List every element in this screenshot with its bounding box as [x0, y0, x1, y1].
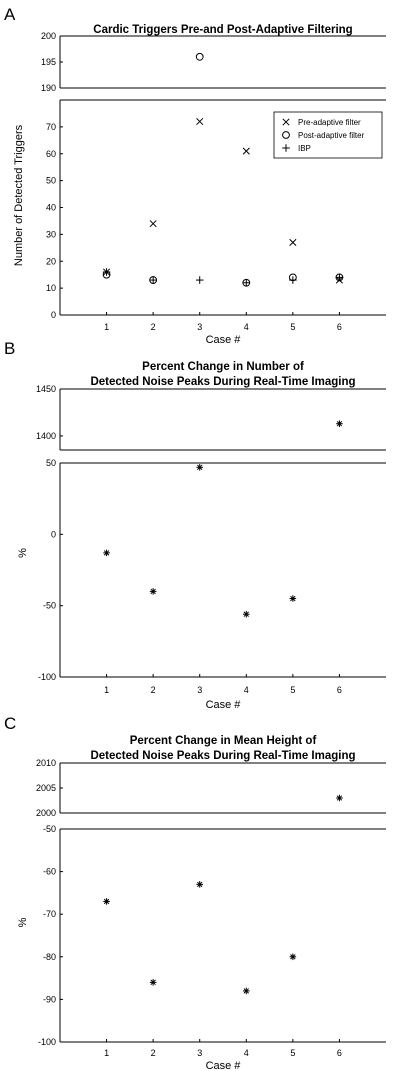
chart-title-line2: Detected Noise Peaks During Real-Time Im… — [90, 376, 355, 388]
x-tick-label: 6 — [337, 322, 342, 332]
chart-panel-a: A Cardic Triggers Pre-and Post-Adaptive F… — [4, 5, 386, 346]
data-point — [289, 953, 297, 961]
upper-y-tick-label: 190 — [41, 83, 56, 93]
upper-y-tick-label: 1450 — [36, 384, 56, 394]
x-axis-label: Case # — [206, 334, 242, 346]
series-2 — [102, 268, 344, 287]
legend-entry: Pre-adaptive filter — [298, 118, 361, 127]
legend-box — [273, 111, 383, 159]
lower-y-tick-label: -50 — [43, 601, 56, 611]
data-point — [196, 117, 204, 126]
data-point — [102, 268, 111, 276]
upper-y-tick-label: 200 — [41, 31, 56, 41]
data-point — [336, 794, 343, 802]
data-point — [196, 881, 204, 888]
legend-entry: IBP — [298, 144, 311, 153]
chart-title: Cardic Triggers Pre-and Post-Adaptive Fi… — [93, 24, 352, 36]
series-0 — [103, 420, 343, 618]
chart-title-line2: Detected Noise Peaks During Real-Time Im… — [90, 750, 355, 762]
y-axis-label: % — [17, 548, 29, 558]
upper-y-tick-label: 2000 — [36, 808, 56, 818]
lower-y-tick-label: 0 — [51, 310, 56, 320]
x-tick-label: 4 — [244, 685, 249, 695]
x-tick-label: 4 — [244, 322, 249, 332]
data-point — [195, 276, 204, 284]
lower-y-tick-label: -70 — [43, 909, 56, 919]
lower-y-tick-label: -100 — [38, 672, 56, 682]
lower-y-tick-label: 20 — [46, 256, 56, 266]
lower-y-tick-label: 70 — [46, 122, 56, 132]
data-point — [103, 549, 110, 557]
upper-y-tick-label: 2005 — [36, 783, 56, 793]
upper-y-tick-label: 2010 — [36, 758, 56, 768]
lower-y-tick-label: -100 — [38, 1037, 56, 1047]
lower-y-tick-label: 0 — [51, 529, 56, 539]
chart-title: Percent Change in Number of — [142, 361, 304, 373]
x-tick-label: 1 — [104, 322, 109, 332]
upper-y-tick-label: 1400 — [36, 431, 56, 441]
legend-marker — [282, 118, 290, 126]
lower-y-tick-label: 50 — [46, 458, 56, 468]
data-point — [242, 987, 250, 995]
x-axis-label: Case # — [206, 699, 242, 711]
x-tick-label: 5 — [290, 1048, 295, 1058]
panel-letter: B — [4, 339, 15, 358]
data-point — [335, 273, 344, 282]
x-tick-label: 6 — [337, 685, 342, 695]
x-tick-label: 1 — [104, 1048, 109, 1058]
data-point — [149, 276, 157, 284]
x-axis-label: Case # — [206, 1060, 242, 1071]
legend-marker — [282, 144, 290, 152]
data-point — [289, 238, 297, 246]
lower-y-tick-label: 50 — [46, 176, 56, 186]
data-point — [336, 420, 343, 428]
x-tick-label: 2 — [151, 1048, 156, 1058]
data-point — [289, 595, 297, 602]
legend: Pre-adaptive filter Post-adaptive filter I… — [273, 111, 383, 159]
lower-y-tick-label: -50 — [43, 824, 56, 834]
x-tick-label: 2 — [151, 685, 156, 695]
chart-panel-c: C Percent Change in Mean Height of Detecte… — [4, 714, 386, 1071]
x-tick-label: 1 — [104, 685, 109, 695]
y-axis-label: % — [17, 917, 29, 927]
lower-y-tick-label: 60 — [46, 149, 56, 159]
lower-y-tick-label: 40 — [46, 203, 56, 213]
data-point — [242, 610, 250, 618]
data-point — [242, 147, 250, 155]
data-point — [103, 898, 110, 905]
upper-y-tick-label: 195 — [41, 57, 56, 67]
chart-title: Percent Change in Mean Height of — [130, 735, 317, 747]
lower-y-tick-label: -80 — [43, 952, 56, 962]
lower-y-tick-label: 10 — [46, 283, 56, 293]
data-point — [149, 588, 157, 595]
lower-y-tick-label: -90 — [43, 994, 56, 1004]
x-tick-label: 6 — [337, 1048, 342, 1058]
x-tick-label: 4 — [244, 1048, 249, 1058]
y-axis-label: Number of Detected Triggers — [13, 124, 25, 266]
x-tick-label: 5 — [290, 685, 295, 695]
x-tick-label: 5 — [290, 322, 295, 332]
data-point — [196, 463, 204, 471]
data-point — [149, 979, 157, 986]
x-tick-label: 3 — [197, 322, 202, 332]
data-point — [289, 276, 297, 284]
data-point — [242, 278, 251, 287]
legend-entry: Post-adaptive filter — [298, 131, 365, 140]
lower-y-tick-label: 30 — [46, 229, 56, 239]
series-0 — [103, 794, 343, 995]
lower-y-tick-label: -60 — [43, 867, 56, 877]
x-tick-label: 2 — [151, 322, 156, 332]
legend-marker — [282, 131, 290, 139]
data-point — [195, 52, 204, 61]
chart-panel-b: B Percent Change in Number of Detected Noi… — [4, 339, 386, 711]
x-tick-label: 3 — [197, 685, 202, 695]
panel-letter: A — [4, 5, 16, 24]
data-point — [149, 220, 157, 228]
x-tick-label: 3 — [197, 1048, 202, 1058]
panel-letter: C — [4, 714, 16, 733]
